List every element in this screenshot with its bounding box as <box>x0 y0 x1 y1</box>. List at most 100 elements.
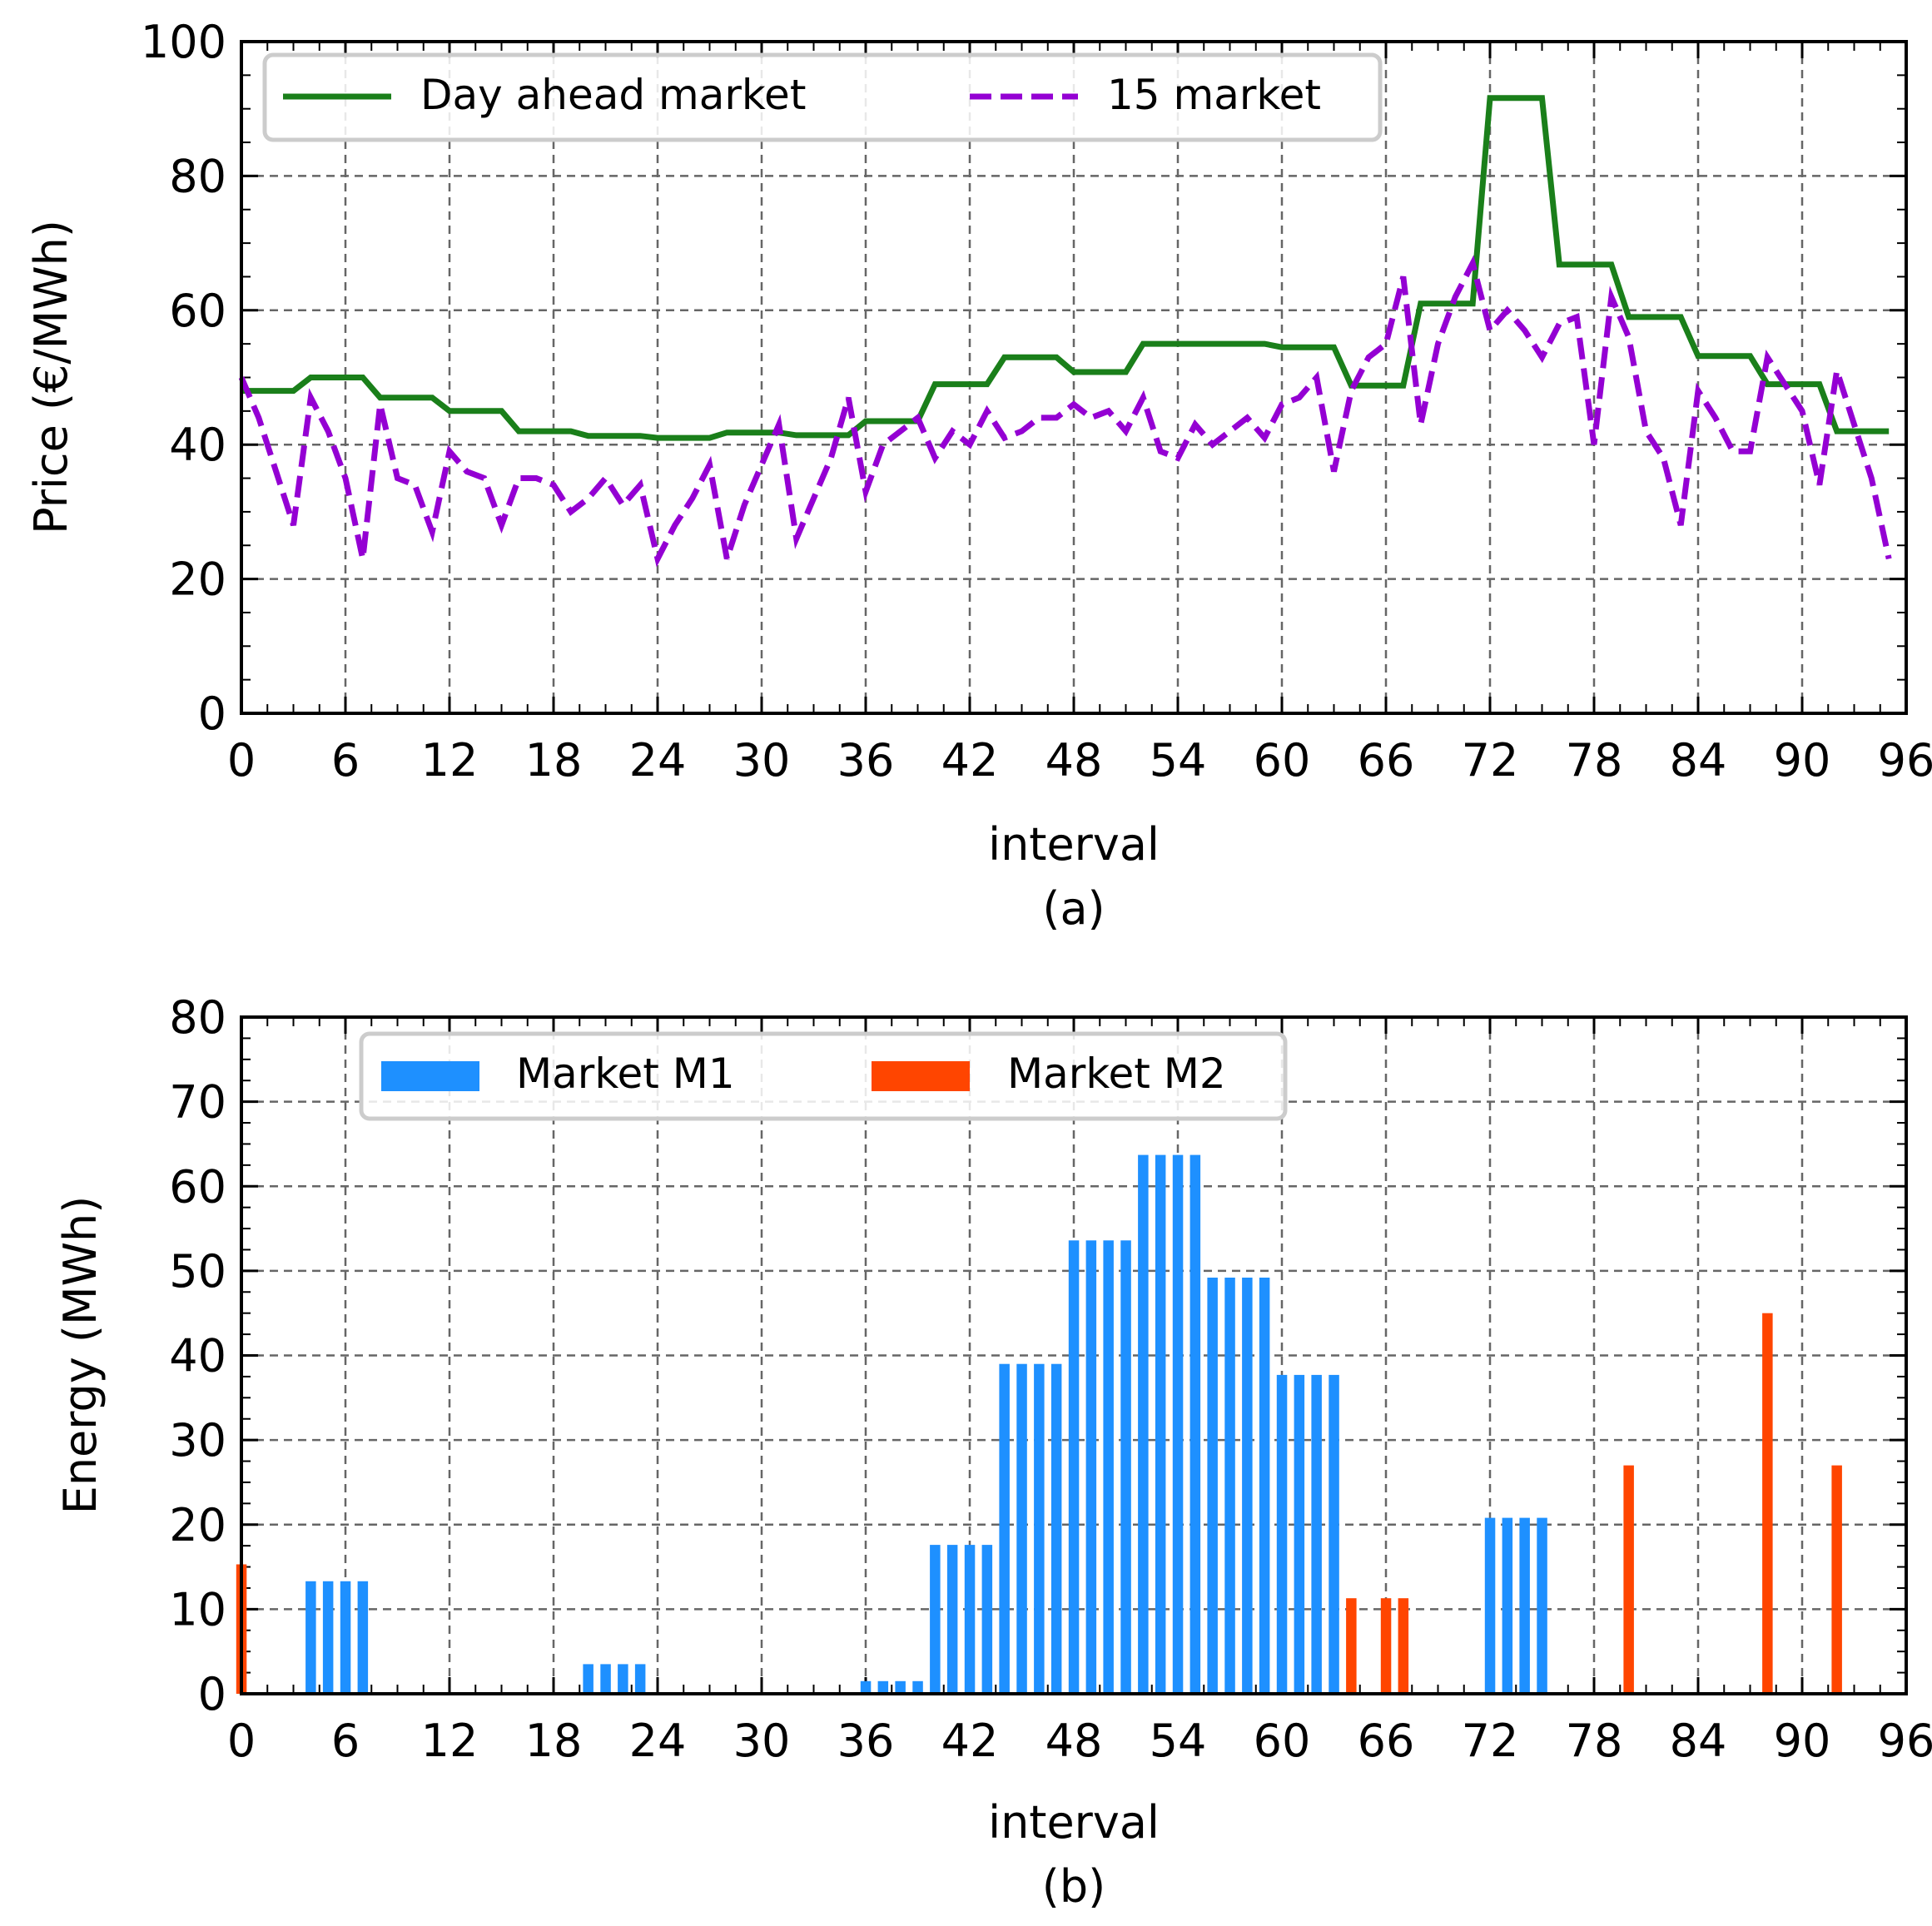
price-ytick-label-80: 80 <box>169 150 226 202</box>
price-ytick-label-100: 100 <box>141 16 226 68</box>
bar-m2-64 <box>1346 1598 1357 1694</box>
energy-xtick-label-36: 36 <box>837 1715 895 1767</box>
energy-xtick-label-96: 96 <box>1878 1715 1932 1767</box>
bar-m1-39 <box>912 1680 923 1694</box>
price-chart-series <box>238 95 1892 568</box>
energy-ytick-label-10: 10 <box>169 1583 226 1636</box>
bar-m1-51 <box>1120 1240 1131 1694</box>
price-chart-legend: Day ahead market 15 market <box>262 52 1383 142</box>
price-xtick-label-36: 36 <box>837 734 895 787</box>
bar-m1-48 <box>1068 1240 1080 1694</box>
bar-m1-50 <box>1103 1240 1114 1694</box>
legend-swatch-m1 <box>381 1061 479 1091</box>
price-xtick-label-96: 96 <box>1878 734 1932 787</box>
price-xtick-label-72: 72 <box>1462 734 1519 787</box>
energy-xtick-label-66: 66 <box>1358 1715 1415 1767</box>
bar-m2-88 <box>1762 1313 1773 1694</box>
energy-xtick-label-18: 18 <box>525 1715 583 1767</box>
price-chart-ylabel: Price (€/MWh) <box>25 220 77 534</box>
bar-m2-67 <box>1398 1598 1409 1694</box>
bar-m1-41 <box>946 1545 958 1694</box>
price-ytick-label-0: 0 <box>198 688 226 740</box>
price-xtick-label-60: 60 <box>1254 734 1311 787</box>
bar-m1-46 <box>1034 1363 1045 1694</box>
series-line-15-market <box>238 255 1892 568</box>
energy-chart-ticks: 0 6 12 18 24 30 36 42 48 54 60 66 72 78 84 90 96 0 10 20 30 4… <box>169 991 1932 1767</box>
energy-xtick-label-12: 12 <box>421 1715 479 1767</box>
bar-m1-62 <box>1311 1374 1322 1694</box>
bar-m1-73 <box>1502 1517 1513 1694</box>
price-chart-frame <box>240 40 1908 715</box>
energy-xtick-label-42: 42 <box>941 1715 999 1767</box>
legend-swatch-m2 <box>872 1061 970 1091</box>
bar-m1-22 <box>618 1664 628 1694</box>
legend-label-day-ahead: Day ahead market <box>420 71 806 119</box>
price-xtick-label-6: 6 <box>331 734 360 787</box>
price-xtick-label-18: 18 <box>525 734 583 787</box>
bar-m1-20 <box>583 1664 594 1694</box>
bar-m1-53 <box>1155 1154 1166 1694</box>
bar-m2-92 <box>1831 1465 1842 1694</box>
legend-label-m2: Market M2 <box>1007 1050 1226 1098</box>
bar-m2-66 <box>1380 1598 1392 1694</box>
bar-m1-38 <box>895 1680 906 1694</box>
price-chart-subplot-label: (a) <box>1042 882 1105 935</box>
bar-m1-63 <box>1329 1374 1339 1694</box>
price-ytick-label-40: 40 <box>169 419 226 471</box>
energy-xtick-label-60: 60 <box>1254 1715 1311 1767</box>
price-xtick-label-12: 12 <box>421 734 479 787</box>
bar-m1-60 <box>1276 1374 1288 1694</box>
bar-m1-44 <box>999 1363 1010 1694</box>
bar-m1-6 <box>340 1581 351 1694</box>
bar-m1-40 <box>930 1545 941 1694</box>
bar-m1-49 <box>1085 1240 1097 1694</box>
energy-ytick-label-20: 20 <box>169 1499 226 1551</box>
energy-chart-subplot-label: (b) <box>1042 1860 1105 1913</box>
energy-chart-ylabel: Energy (MWh) <box>54 1196 107 1515</box>
energy-xtick-label-6: 6 <box>331 1715 360 1767</box>
legend-label-15-market: 15 market <box>1107 71 1321 119</box>
energy-xtick-label-90: 90 <box>1774 1715 1831 1767</box>
bar-m1-42 <box>964 1545 976 1694</box>
energy-chart-series <box>236 1154 1842 1694</box>
legend-label-m1: Market M1 <box>516 1050 735 1098</box>
energy-xtick-label-24: 24 <box>629 1715 687 1767</box>
bar-m1-58 <box>1242 1278 1253 1694</box>
price-chart-xlabel: interval <box>988 818 1160 871</box>
bar-m1-5 <box>322 1581 334 1694</box>
bar-m1-7 <box>357 1581 369 1694</box>
energy-xtick-label-78: 78 <box>1566 1715 1623 1767</box>
bar-m1-4 <box>305 1581 316 1694</box>
energy-chart-xlabel: interval <box>988 1796 1160 1849</box>
bar-m1-61 <box>1294 1374 1305 1694</box>
bar-m1-55 <box>1189 1154 1201 1694</box>
energy-xtick-label-48: 48 <box>1045 1715 1103 1767</box>
bar-m1-47 <box>1050 1363 1062 1694</box>
price-xtick-label-24: 24 <box>629 734 687 787</box>
energy-ytick-label-30: 30 <box>169 1414 226 1467</box>
price-xtick-label-54: 54 <box>1150 734 1207 787</box>
bar-m1-56 <box>1207 1278 1218 1694</box>
energy-xtick-label-30: 30 <box>733 1715 791 1767</box>
bar-m1-36 <box>860 1680 872 1694</box>
price-chart: 0 6 12 18 24 30 36 42 48 54 60 66 72 78 84 90 96 0 20 40 60 8… <box>25 16 1932 935</box>
energy-chart-frame <box>240 1015 1908 1695</box>
energy-ytick-label-40: 40 <box>169 1330 226 1382</box>
bar-m1-43 <box>981 1545 993 1694</box>
energy-xtick-label-72: 72 <box>1462 1715 1519 1767</box>
price-xtick-label-0: 0 <box>227 734 256 787</box>
energy-ytick-label-50: 50 <box>169 1245 226 1298</box>
energy-xtick-label-54: 54 <box>1150 1715 1207 1767</box>
energy-chart: 0 6 12 18 24 30 36 42 48 54 60 66 72 78 84 90 96 0 10 20 30 4… <box>54 991 1932 1913</box>
bar-m1-59 <box>1259 1278 1270 1694</box>
series-line-day-ahead <box>241 95 1890 441</box>
price-xtick-label-78: 78 <box>1566 734 1623 787</box>
bar-m1-72 <box>1484 1517 1496 1694</box>
energy-xtick-label-84: 84 <box>1670 1715 1727 1767</box>
energy-ytick-label-80: 80 <box>169 991 226 1044</box>
price-xtick-label-66: 66 <box>1358 734 1415 787</box>
bar-m1-57 <box>1224 1278 1235 1694</box>
bar-m1-21 <box>600 1664 611 1694</box>
energy-xtick-label-0: 0 <box>227 1715 256 1767</box>
